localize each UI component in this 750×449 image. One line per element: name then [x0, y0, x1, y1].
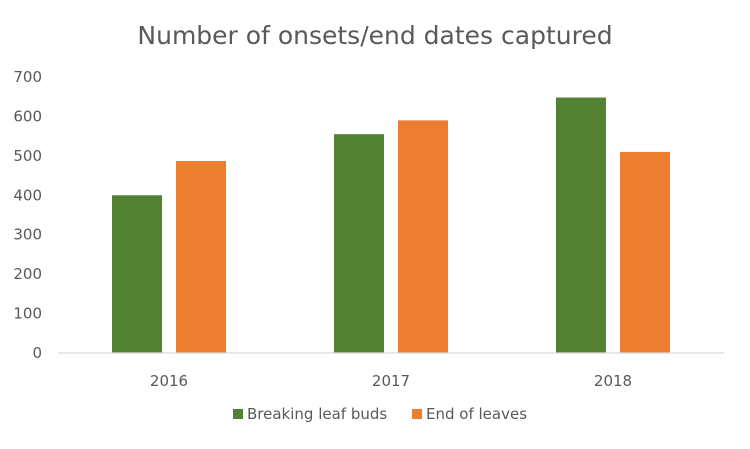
bar-series-group [112, 97, 670, 353]
bar-end-of-leaves-2016 [176, 160, 226, 353]
x-tick-label: 2018 [594, 372, 632, 390]
legend-swatch-breaking-leaf-buds [233, 409, 243, 419]
y-tick-label: 700 [13, 68, 42, 86]
x-tick-label: 2017 [372, 372, 410, 390]
bar-breaking-leaf-buds-2017 [334, 134, 384, 353]
y-axis-tick-labels: 0 100 200 300 400 500 600 700 [13, 68, 42, 362]
x-axis-tick-labels: 2016 2017 2018 [150, 372, 632, 390]
chart-title: Number of onsets/end dates captured [137, 21, 612, 50]
y-tick-label: 300 [13, 226, 42, 244]
bar-end-of-leaves-2017 [398, 120, 448, 353]
bar-breaking-leaf-buds-2016 [112, 195, 162, 353]
bar-end-of-leaves-2018 [620, 151, 670, 353]
legend-label-breaking-leaf-buds: Breaking leaf buds [247, 405, 387, 423]
legend-label-end-of-leaves: End of leaves [426, 405, 527, 423]
y-tick-label: 0 [32, 344, 42, 362]
y-tick-label: 400 [13, 186, 42, 204]
legend-swatch-end-of-leaves [412, 409, 422, 419]
x-tick-label: 2016 [150, 372, 188, 390]
y-tick-label: 500 [13, 147, 42, 165]
y-tick-label: 600 [13, 107, 42, 125]
y-tick-label: 200 [13, 265, 42, 283]
bar-breaking-leaf-buds-2018 [556, 97, 606, 353]
y-tick-label: 100 [13, 305, 42, 323]
legend: Breaking leaf buds End of leaves [233, 405, 527, 423]
